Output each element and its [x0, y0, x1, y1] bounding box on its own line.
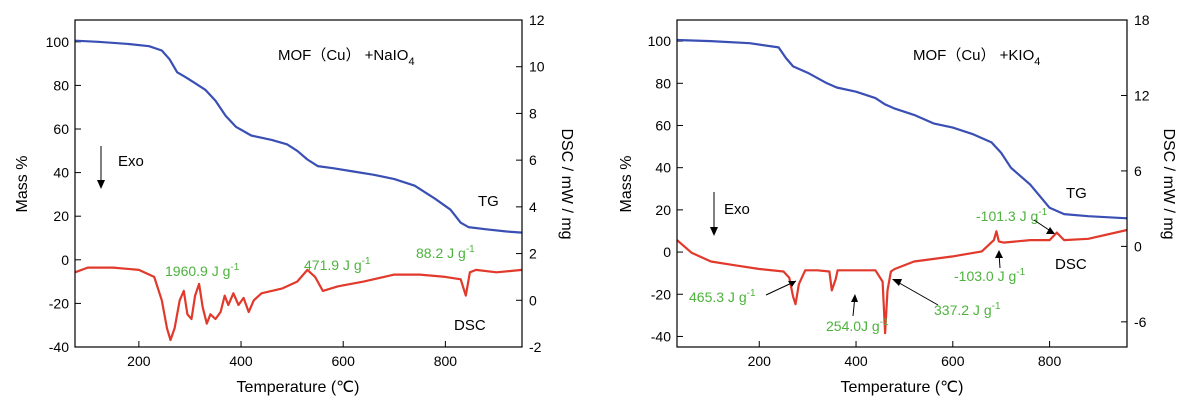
- right-chart-title: MOF（Cu） +KIO4: [913, 47, 1040, 68]
- chart-right-kio4: 200 400 600 800 -40 -20 0 20 40 60 80 100 -6 0 6 12 18 M…: [618, 12, 1177, 396]
- right-chart-series: [676, 38, 1128, 335]
- right-arrowhead-465: [788, 281, 796, 287]
- left-y-tick-label: 100: [46, 34, 70, 50]
- right-y-tick-label: 100: [648, 33, 672, 49]
- right-annotation-337: 337.2 J g-1: [934, 301, 1001, 318]
- left-y2-tick-label: 12: [529, 12, 545, 28]
- left-dsc-curve: [74, 266, 523, 342]
- right-x-tick-label: 400: [844, 353, 868, 369]
- right-y-tick-label: -40: [651, 328, 671, 344]
- right-tg-curve: [676, 38, 1128, 220]
- left-annotation-1960: 1960.9 J g-1: [165, 262, 240, 279]
- right-y2-axis-title: DSC / mW / mg: [1160, 128, 1177, 239]
- right-y-tick-label: 40: [655, 160, 671, 176]
- left-y2-axis-title: DSC / mW / mg: [558, 128, 575, 239]
- right-chart-frame: [676, 19, 1128, 348]
- right-annotation-101: -101.3 J g-1: [976, 207, 1048, 224]
- right-y-tick-label: 80: [655, 75, 671, 91]
- right-y2-tick-label: 0: [1134, 238, 1142, 254]
- left-exo-arrowhead: [97, 180, 105, 189]
- left-x-tick-label: 600: [332, 353, 356, 369]
- right-arrowhead-254: [851, 294, 858, 302]
- right-y2-tick-label: 18: [1134, 12, 1150, 28]
- right-y2-tick-label: -6: [1134, 314, 1147, 330]
- chart-left-nai04: 200 400 600 800-40-20020406080100-202468101…: [14, 12, 575, 396]
- left-x-axis-title: Temperature (℃): [237, 379, 360, 396]
- left-y-tick-label: 0: [61, 252, 69, 268]
- left-exo-label: Exo: [118, 153, 144, 170]
- left-chart-ticks: 200 400 600 800-40-20020406080100-202468101…: [46, 12, 545, 369]
- right-exo-arrowhead: [710, 227, 718, 236]
- left-x-tick-label: 200: [127, 353, 151, 369]
- left-y-axis-title: Mass %: [14, 156, 31, 213]
- right-y-tick-label: 0: [663, 244, 671, 260]
- left-y-tick-label: -20: [49, 295, 69, 311]
- left-y2-tick-label: 4: [529, 199, 537, 215]
- right-dsc-curve: [676, 228, 1128, 335]
- right-x-tick-label: 800: [1038, 353, 1062, 369]
- left-tg-label: TG: [478, 193, 499, 210]
- left-annotation-471: 471.9 J g-1: [304, 256, 371, 273]
- left-tg-curve: [74, 39, 523, 234]
- left-dsc-label: DSC: [454, 317, 486, 334]
- right-arrowhead-103: [995, 250, 1003, 258]
- right-annotation-103: -103.0 J g-1: [954, 267, 1026, 284]
- left-y2-tick-label: 0: [529, 292, 537, 308]
- right-y2-tick-label: 6: [1134, 163, 1142, 179]
- left-chart-title: MOF（Cu） +NaIO4: [278, 47, 415, 68]
- right-y-tick-label: -20: [651, 286, 671, 302]
- right-arrowhead-337: [892, 279, 902, 286]
- left-y2-tick-label: -2: [529, 339, 542, 355]
- left-y2-tick-label: 8: [529, 105, 537, 121]
- right-y-tick-label: 60: [655, 117, 671, 133]
- left-chart-series: [74, 39, 523, 342]
- left-annotation-88: 88.2 J g-1: [416, 244, 475, 261]
- left-x-tick-label: 400: [229, 353, 253, 369]
- right-exo-label: Exo: [724, 201, 750, 218]
- right-tg-label: TG: [1066, 185, 1087, 202]
- right-x-axis-title: Temperature (℃): [841, 379, 964, 396]
- left-y-tick-label: 80: [53, 77, 69, 93]
- left-x-tick-label: 800: [434, 353, 458, 369]
- right-chart-ticks: 200 400 600 800 -40 -20 0 20 40 60 80 100 -6 0 6 12 18: [648, 12, 1150, 369]
- right-x-tick-label: 200: [748, 353, 772, 369]
- left-y2-tick-label: 10: [529, 59, 545, 75]
- left-y-tick-label: -40: [49, 339, 69, 355]
- right-annotation-465: 465.3 J g-1: [689, 288, 756, 305]
- left-y-tick-label: 40: [53, 165, 69, 181]
- right-y-axis-title: Mass %: [618, 156, 635, 213]
- right-y-tick-label: 20: [655, 202, 671, 218]
- right-dsc-label: DSC: [1055, 256, 1087, 273]
- left-y-tick-label: 60: [53, 121, 69, 137]
- right-x-tick-label: 600: [941, 353, 965, 369]
- right-y2-tick-label: 12: [1134, 87, 1150, 103]
- right-arrow-337: [893, 279, 939, 306]
- left-y2-tick-label: 6: [529, 152, 537, 168]
- left-y-tick-label: 20: [53, 208, 69, 224]
- right-annotation-254: 254.0J g-1: [826, 317, 889, 334]
- right-arrowhead-101: [1046, 227, 1055, 234]
- left-y2-tick-label: 2: [529, 246, 537, 262]
- left-chart-frame: [74, 19, 523, 348]
